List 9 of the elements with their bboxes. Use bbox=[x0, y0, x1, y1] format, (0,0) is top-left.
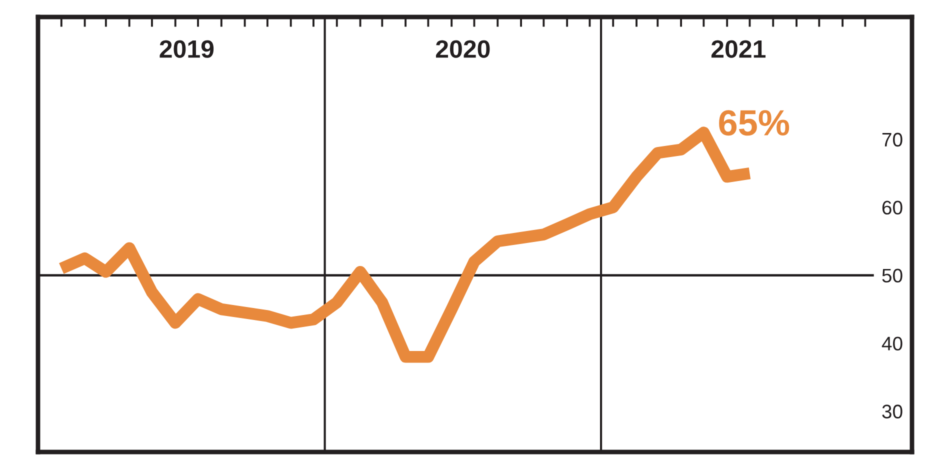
y-tick-label: 50 bbox=[882, 268, 902, 283]
x-tick-label: 2021 bbox=[711, 40, 766, 58]
x-tick-label: 2020 bbox=[436, 40, 490, 58]
y-tick-label: 40 bbox=[882, 336, 902, 350]
data-label: 65% bbox=[719, 110, 790, 136]
y-tick-label: 70 bbox=[882, 132, 902, 147]
y-tick-label: 60 bbox=[882, 200, 902, 215]
y-tick-label: 30 bbox=[882, 404, 902, 418]
x-tick-label: 2019 bbox=[160, 40, 214, 58]
